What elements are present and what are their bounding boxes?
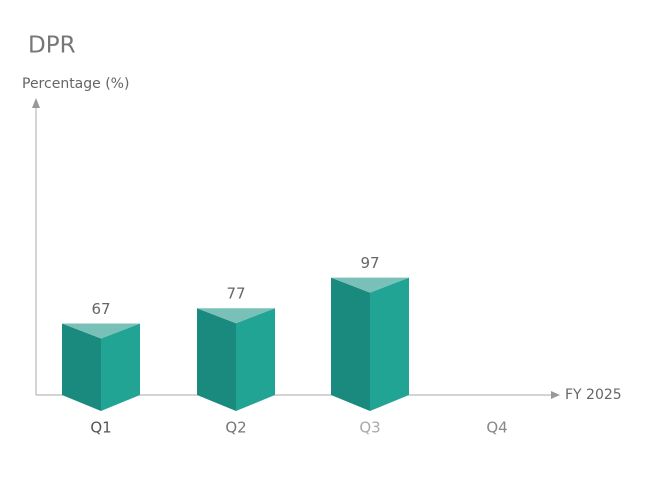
bar-right-face [370, 277, 409, 411]
x-axis-arrow [551, 391, 560, 399]
bar-left-face [197, 308, 236, 411]
bar-left-face [331, 277, 370, 411]
bar-top-face [62, 323, 140, 339]
bar-left-face [62, 323, 101, 411]
bar-right-face [236, 308, 275, 411]
x-axis-label: FY 2025 [565, 387, 622, 403]
value-label: 67 [91, 300, 110, 318]
value-label: 97 [360, 254, 379, 272]
bar-top-face [197, 308, 275, 324]
bar-top-face [331, 277, 409, 293]
x-tick-label: Q2 [225, 419, 246, 437]
y-axis-label: Percentage (%) [22, 76, 129, 92]
x-tick-label: Q1 [90, 419, 111, 437]
value-label: 77 [226, 285, 245, 303]
x-tick-label: Q4 [486, 419, 507, 437]
x-tick-label: Q3 [359, 419, 380, 437]
y-axis-arrow [32, 98, 40, 108]
chart-title: DPR [28, 33, 76, 59]
bar-right-face [101, 323, 140, 411]
